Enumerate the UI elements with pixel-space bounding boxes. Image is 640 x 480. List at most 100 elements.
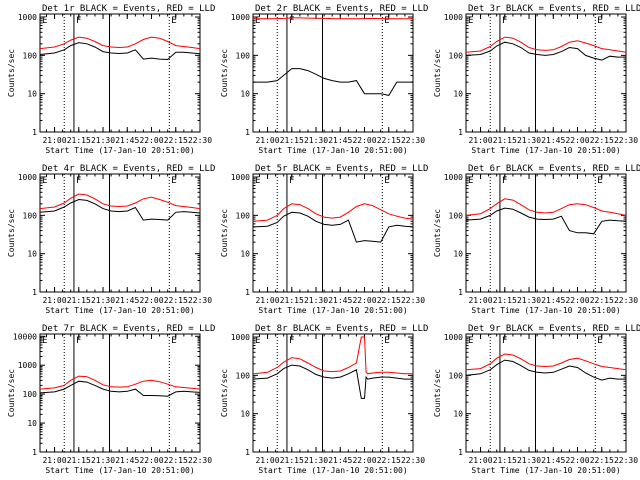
x-tick-label: 22:30 xyxy=(614,136,638,145)
y-tick-label: 1 xyxy=(32,288,37,297)
series-line-lld xyxy=(252,336,413,375)
x-tick-label: 21:00 xyxy=(42,296,66,305)
x-tick-label: 21:00 xyxy=(255,136,279,145)
x-tick-label: 21:00 xyxy=(468,296,492,305)
x-tick-label: 22:30 xyxy=(401,296,425,305)
y-tick-label: 100 xyxy=(23,390,38,399)
x-axis-label: Start Time (17-Jan-10 20:51:00) xyxy=(258,466,407,475)
plot-frame xyxy=(252,333,414,453)
plot-frame xyxy=(39,13,201,133)
x-tick-label: 21:15 xyxy=(493,456,517,465)
x-tick-label: 21:15 xyxy=(67,136,91,145)
y-tick-label: 1000 xyxy=(231,333,250,342)
series-line-events xyxy=(39,42,201,61)
event-marker-label: E xyxy=(468,176,473,186)
x-tick-label: 21:45 xyxy=(328,296,352,305)
x-tick-label: 21:30 xyxy=(304,136,328,145)
x-tick-label: 21:00 xyxy=(468,456,492,465)
y-axis-label: Counts/sec xyxy=(433,209,442,257)
y-tick-label: 1 xyxy=(458,288,463,297)
x-tick-label: 22:30 xyxy=(401,456,425,465)
series-line-lld xyxy=(252,203,414,222)
x-tick-label: 22:30 xyxy=(188,456,212,465)
y-tick-label: 100 xyxy=(449,51,464,60)
x-tick-label: 21:30 xyxy=(304,296,328,305)
series-line-lld xyxy=(39,36,201,50)
event-marker-label: F xyxy=(289,176,294,186)
y-axis-label: Counts/sec xyxy=(220,49,229,97)
event-marker-label: E xyxy=(468,336,473,346)
x-tick-label: 21:30 xyxy=(91,456,115,465)
series-line-events xyxy=(465,41,626,61)
x-tick-label: 22:00 xyxy=(352,136,376,145)
y-axis-label: Counts/sec xyxy=(433,49,442,97)
x-tick-label: 22:30 xyxy=(614,296,638,305)
chart-panel-9: Det 9r BLACK = Events, RED = LLD 1 10 100 10… xyxy=(433,324,640,475)
x-tick-label: 22:00 xyxy=(352,456,376,465)
y-tick-label: 100 xyxy=(449,371,464,380)
y-tick-label: 1000 xyxy=(444,173,463,182)
event-marker-label: F xyxy=(502,336,507,346)
chart-panel-3: Det 3r BLACK = Events, RED = LLD 1 10 100 10… xyxy=(433,4,640,155)
y-tick-label: 100 xyxy=(236,211,251,220)
series-line-lld xyxy=(465,36,627,53)
event-marker-label: E xyxy=(42,336,47,346)
x-tick-label: 22:30 xyxy=(401,136,425,145)
chart-panel-8: Det 8r BLACK = Events, RED = LLD 1 10 100 10… xyxy=(220,324,428,475)
panel-title: Det 9r BLACK = Events, RED = LLD xyxy=(468,324,640,334)
chart-panel-1: Det 1r BLACK = Events, RED = LLD 1 10 100 10… xyxy=(7,4,215,155)
panel-title: Det 1r BLACK = Events, RED = LLD xyxy=(42,4,215,14)
series-line-events xyxy=(252,211,414,243)
x-tick-label: 22:30 xyxy=(188,296,212,305)
y-tick-label: 100 xyxy=(23,211,38,220)
panel-title: Det 6r BLACK = Events, RED = LLD xyxy=(468,164,640,174)
event-marker-label: E xyxy=(255,336,260,346)
event-marker-label: E xyxy=(597,16,602,26)
event-marker-label: F xyxy=(289,16,294,26)
event-marker-label: F xyxy=(289,336,294,346)
x-tick-label: 21:00 xyxy=(255,456,279,465)
y-tick-label: 1000 xyxy=(18,13,37,22)
y-tick-label: 10 xyxy=(240,250,250,259)
event-marker-label: E xyxy=(171,16,176,26)
event-marker-label: F xyxy=(76,16,81,26)
plot-frame xyxy=(465,333,627,453)
event-marker-label: E xyxy=(597,176,602,186)
x-axis-label: Start Time (17-Jan-10 20:51:00) xyxy=(258,306,407,315)
y-axis-label: Counts/sec xyxy=(220,209,229,257)
series-line-lld xyxy=(39,193,201,210)
series-line-lld xyxy=(253,17,413,20)
y-tick-label: 1 xyxy=(245,448,250,457)
x-axis-label: Start Time (17-Jan-10 20:51:00) xyxy=(471,466,620,475)
x-tick-label: 21:30 xyxy=(304,456,328,465)
series-line-events xyxy=(252,364,413,399)
series-line-events xyxy=(39,198,201,221)
y-tick-label: 1000 xyxy=(18,361,37,370)
event-marker-label: E xyxy=(384,176,389,186)
panel-title: Det 7r BLACK = Events, RED = LLD xyxy=(42,324,215,334)
x-tick-label: 21:15 xyxy=(280,296,304,305)
event-marker-label: E xyxy=(468,16,473,26)
panel-title: Det 4r BLACK = Events, RED = LLD xyxy=(42,164,215,174)
y-tick-label: 10 xyxy=(453,250,463,259)
y-axis-label: Counts/sec xyxy=(220,369,229,417)
chart-panel-2: Det 2r BLACK = Events, RED = LLD 1 10 100 10… xyxy=(220,4,428,155)
x-tick-label: 21:30 xyxy=(517,456,541,465)
x-tick-label: 21:45 xyxy=(328,456,352,465)
x-tick-label: 21:45 xyxy=(328,136,352,145)
x-tick-label: 21:15 xyxy=(280,456,304,465)
y-tick-label: 1 xyxy=(458,128,463,137)
x-tick-label: 22:15 xyxy=(377,456,401,465)
x-tick-label: 21:00 xyxy=(42,456,66,465)
event-marker-label: F xyxy=(76,176,81,186)
panel-title: Det 5r BLACK = Events, RED = LLD xyxy=(255,164,428,174)
y-tick-label: 10 xyxy=(240,410,250,419)
plot-frame xyxy=(39,333,201,453)
event-marker-label: E xyxy=(255,16,260,26)
y-tick-label: 1 xyxy=(32,448,37,457)
y-tick-label: 1 xyxy=(245,288,250,297)
x-tick-label: 21:00 xyxy=(468,136,492,145)
x-tick-label: 22:15 xyxy=(377,296,401,305)
series-line-events xyxy=(465,207,627,235)
